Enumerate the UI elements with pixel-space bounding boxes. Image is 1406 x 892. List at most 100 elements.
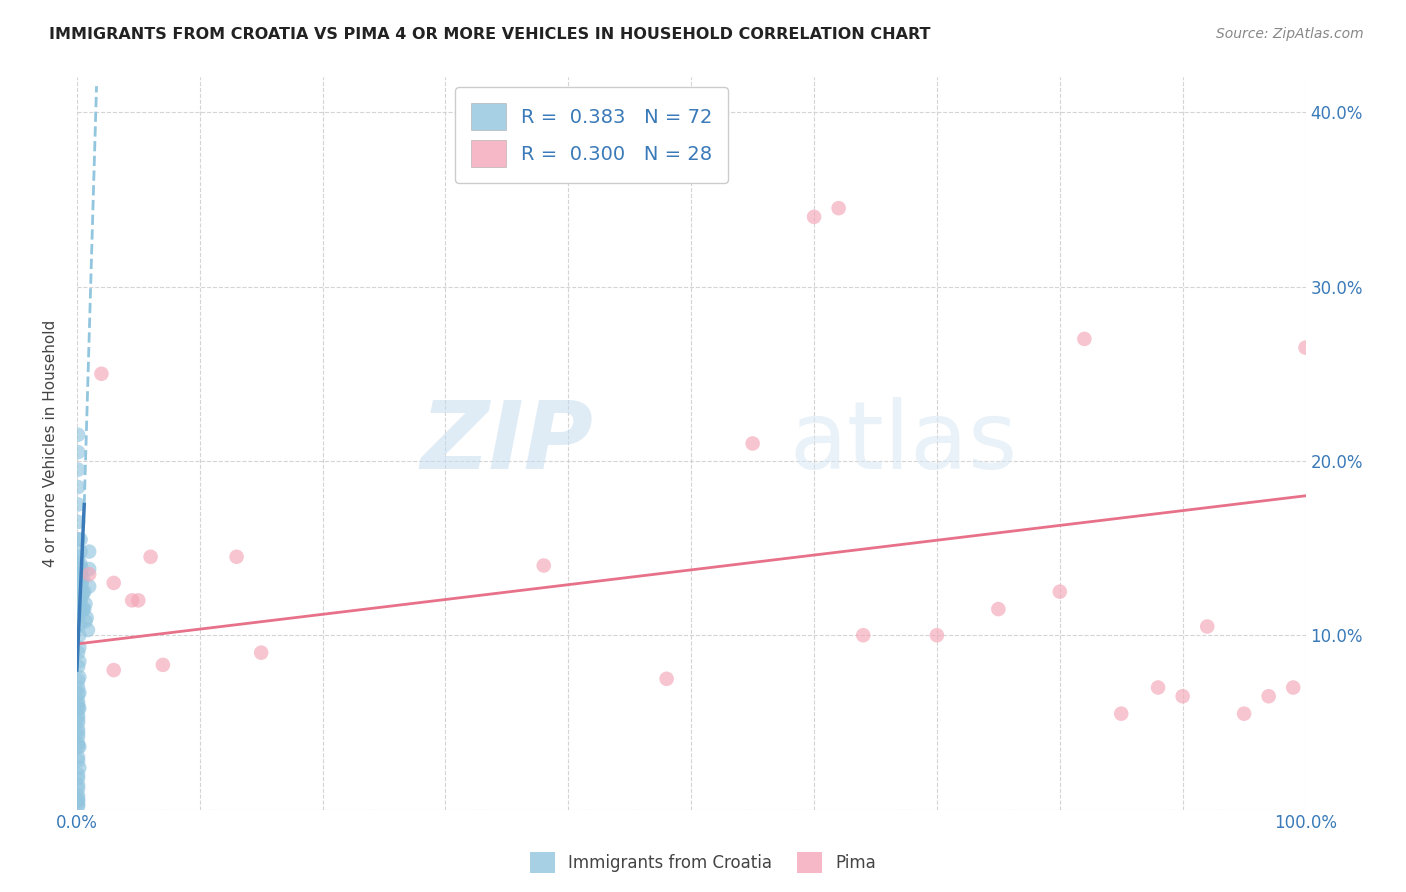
Point bbox=[70, 604, 93, 618]
Point bbox=[803, 210, 825, 224]
Point bbox=[741, 436, 763, 450]
Point bbox=[67, 701, 90, 715]
Point bbox=[1295, 341, 1317, 355]
Point bbox=[1147, 681, 1170, 695]
Point bbox=[533, 558, 555, 573]
Point bbox=[67, 754, 90, 768]
Point bbox=[250, 646, 273, 660]
Point bbox=[67, 480, 90, 494]
Point bbox=[67, 723, 90, 737]
Point bbox=[67, 688, 90, 702]
Point bbox=[852, 628, 875, 642]
Point bbox=[67, 771, 90, 785]
Point bbox=[67, 698, 90, 712]
Point bbox=[67, 789, 90, 803]
Point bbox=[72, 586, 94, 600]
Point bbox=[67, 781, 90, 796]
Point bbox=[67, 681, 90, 695]
Point bbox=[121, 593, 143, 607]
Y-axis label: 4 or more Vehicles in Household: 4 or more Vehicles in Household bbox=[44, 320, 58, 567]
Point bbox=[67, 797, 90, 812]
Point bbox=[67, 761, 90, 775]
Point bbox=[139, 549, 162, 564]
Point bbox=[67, 654, 90, 668]
Legend: R =  0.383   N = 72, R =  0.300   N = 28: R = 0.383 N = 72, R = 0.300 N = 28 bbox=[456, 87, 728, 183]
Point bbox=[69, 557, 91, 571]
Point bbox=[67, 729, 90, 743]
Point bbox=[1257, 690, 1279, 704]
Point bbox=[90, 367, 112, 381]
Point bbox=[67, 778, 90, 792]
Point bbox=[77, 562, 100, 576]
Point bbox=[1073, 332, 1095, 346]
Point bbox=[75, 597, 97, 611]
Point bbox=[1171, 690, 1194, 704]
Point bbox=[70, 562, 93, 576]
Point bbox=[69, 533, 91, 547]
Point bbox=[67, 640, 90, 655]
Point bbox=[67, 712, 90, 726]
Point bbox=[1197, 619, 1219, 633]
Point bbox=[67, 750, 90, 764]
Point bbox=[67, 736, 90, 750]
Point bbox=[67, 597, 90, 611]
Point bbox=[67, 701, 90, 715]
Point bbox=[67, 576, 90, 591]
Point bbox=[67, 708, 90, 723]
Point bbox=[67, 427, 90, 442]
Point bbox=[77, 544, 100, 558]
Point bbox=[69, 544, 91, 558]
Point bbox=[70, 590, 93, 604]
Point bbox=[67, 462, 90, 476]
Point bbox=[67, 767, 90, 781]
Point bbox=[225, 549, 247, 564]
Point bbox=[72, 571, 94, 585]
Point bbox=[67, 445, 90, 459]
Point bbox=[67, 533, 90, 547]
Point bbox=[67, 549, 90, 564]
Point bbox=[69, 581, 91, 595]
Point bbox=[67, 498, 90, 512]
Point bbox=[75, 615, 97, 629]
Point bbox=[67, 673, 90, 688]
Point bbox=[67, 567, 90, 582]
Point bbox=[67, 715, 90, 730]
Point bbox=[70, 576, 93, 591]
Point bbox=[1282, 681, 1305, 695]
Point bbox=[103, 576, 125, 591]
Text: atlas: atlas bbox=[790, 398, 1018, 490]
Point bbox=[925, 628, 948, 642]
Point bbox=[67, 694, 90, 708]
Point bbox=[1233, 706, 1256, 721]
Point bbox=[67, 792, 90, 806]
Point bbox=[67, 799, 90, 814]
Point bbox=[77, 623, 100, 637]
Point bbox=[1109, 706, 1132, 721]
Point bbox=[69, 569, 91, 583]
Point bbox=[103, 663, 125, 677]
Point bbox=[73, 584, 96, 599]
Point bbox=[67, 617, 90, 632]
Point bbox=[67, 739, 90, 754]
Point bbox=[69, 593, 91, 607]
Point bbox=[655, 672, 678, 686]
Text: IMMIGRANTS FROM CROATIA VS PIMA 4 OR MORE VEHICLES IN HOUSEHOLD CORRELATION CHAR: IMMIGRANTS FROM CROATIA VS PIMA 4 OR MOR… bbox=[49, 27, 931, 42]
Point bbox=[67, 607, 90, 622]
Point bbox=[152, 657, 174, 672]
Point bbox=[73, 602, 96, 616]
Point bbox=[67, 515, 90, 529]
Text: ZIP: ZIP bbox=[420, 398, 593, 490]
Point bbox=[67, 558, 90, 573]
Point bbox=[67, 739, 90, 754]
Point bbox=[827, 201, 849, 215]
Point bbox=[77, 567, 100, 582]
Point bbox=[67, 670, 90, 684]
Point bbox=[1049, 584, 1071, 599]
Point bbox=[67, 686, 90, 700]
Point bbox=[72, 602, 94, 616]
Point bbox=[67, 794, 90, 808]
Point bbox=[67, 584, 90, 599]
Text: Source: ZipAtlas.com: Source: ZipAtlas.com bbox=[1216, 27, 1364, 41]
Point bbox=[76, 611, 98, 625]
Point bbox=[67, 659, 90, 673]
